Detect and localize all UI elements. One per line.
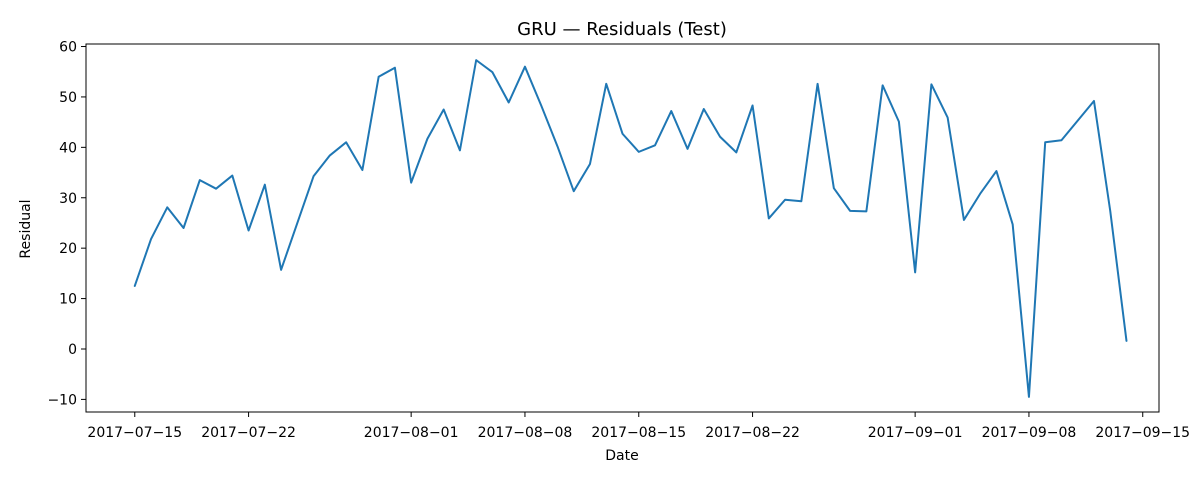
x-tick-label: 2017−08−08	[478, 425, 573, 441]
residual-series-line	[133, 59, 1128, 398]
data-points	[134, 60, 1127, 397]
x-axis: 2017−07−15 2017−07−22 2017−08−01 2017−08−08…	[87, 412, 1190, 441]
x-tick-label: 2017−08−22	[705, 425, 800, 441]
x-tick-label: 2017−09−01	[868, 425, 963, 441]
y-axis: −10 0 10 20 30 40 50 60	[47, 40, 86, 408]
y-tick-label: −10	[47, 392, 77, 408]
y-tick-label: 60	[59, 40, 77, 56]
y-tick-label: 50	[59, 90, 77, 106]
x-tick-label: 2017−07−22	[201, 425, 296, 441]
x-tick-label: 2017−09−15	[1095, 425, 1190, 441]
y-axis-label: Residual	[18, 199, 34, 258]
plot-area	[133, 59, 1128, 398]
x-tick-label: 2017−08−01	[364, 425, 459, 441]
chart-title: GRU — Residuals (Test)	[517, 19, 727, 40]
x-tick-label: 2017−07−15	[87, 425, 182, 441]
y-tick-label: 40	[59, 140, 77, 156]
y-tick-label: 20	[59, 241, 77, 257]
x-tick-label: 2017−08−15	[591, 425, 686, 441]
y-tick-label: 10	[59, 292, 77, 308]
y-tick-label: 30	[59, 191, 77, 207]
x-axis-label: Date	[605, 448, 638, 464]
x-tick-label: 2017−09−08	[982, 425, 1077, 441]
axes-frame	[85, 43, 1160, 413]
y-tick-label: 0	[68, 342, 77, 358]
